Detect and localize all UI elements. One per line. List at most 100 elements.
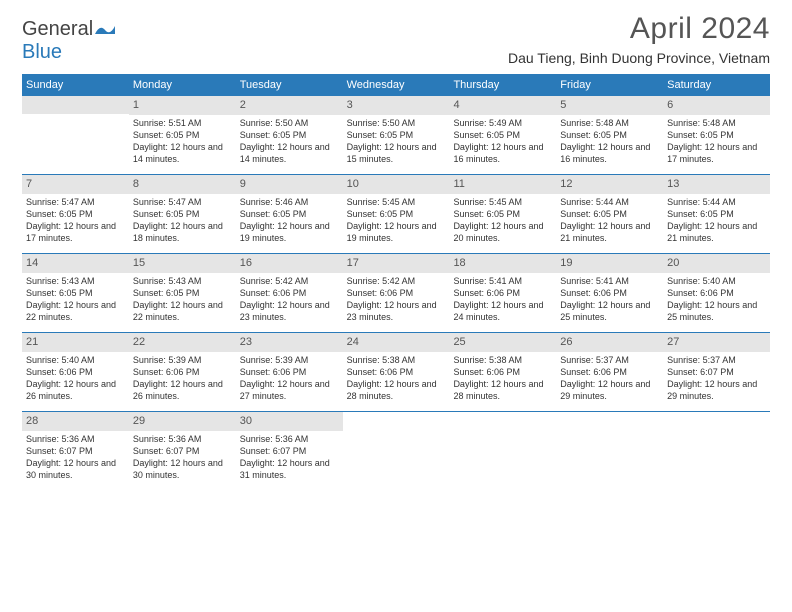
day-header: Monday xyxy=(129,74,236,96)
day-header-row: SundayMondayTuesdayWednesdayThursdayFrid… xyxy=(22,74,770,96)
day-details: Sunrise: 5:44 AMSunset: 6:05 PMDaylight:… xyxy=(560,196,659,245)
day-number: 9 xyxy=(236,175,343,194)
day-details: Sunrise: 5:50 AMSunset: 6:05 PMDaylight:… xyxy=(347,117,446,166)
day-details: Sunrise: 5:45 AMSunset: 6:05 PMDaylight:… xyxy=(453,196,552,245)
day-details: Sunrise: 5:39 AMSunset: 6:06 PMDaylight:… xyxy=(240,354,339,403)
day-details: Sunrise: 5:46 AMSunset: 6:05 PMDaylight:… xyxy=(240,196,339,245)
day-header: Sunday xyxy=(22,74,129,96)
header-row: GeneralBlue April 2024 Dau Tieng, Binh D… xyxy=(22,12,770,66)
day-cell xyxy=(22,96,129,174)
day-details: Sunrise: 5:36 AMSunset: 6:07 PMDaylight:… xyxy=(133,433,232,482)
day-details: Sunrise: 5:43 AMSunset: 6:05 PMDaylight:… xyxy=(26,275,125,324)
day-number: 11 xyxy=(449,175,556,194)
day-cell: 17Sunrise: 5:42 AMSunset: 6:06 PMDayligh… xyxy=(343,254,450,332)
day-number xyxy=(22,96,129,114)
day-number: 7 xyxy=(22,175,129,194)
day-cell: 2 Sunrise: 5:50 AMSunset: 6:05 PMDaylight… xyxy=(236,96,343,174)
day-number: 28 xyxy=(22,412,129,431)
day-cell: 7 Sunrise: 5:47 AMSunset: 6:05 PMDaylight… xyxy=(22,175,129,253)
day-number: 2 xyxy=(236,96,343,115)
day-number: 18 xyxy=(449,254,556,273)
day-number: 22 xyxy=(129,333,236,352)
day-number: 6 xyxy=(663,96,770,115)
day-number: 20 xyxy=(663,254,770,273)
day-number: 12 xyxy=(556,175,663,194)
day-details: Sunrise: 5:47 AMSunset: 6:05 PMDaylight:… xyxy=(26,196,125,245)
day-header: Tuesday xyxy=(236,74,343,96)
day-cell: 29 Sunrise: 5:36 AMSunset: 6:07 PMDayligh… xyxy=(129,412,236,490)
day-header: Thursday xyxy=(449,74,556,96)
day-header: Wednesday xyxy=(343,74,450,96)
day-header: Friday xyxy=(556,74,663,96)
month-title: April 2024 xyxy=(508,12,770,46)
day-number: 29 xyxy=(129,412,236,431)
day-cell: 30 Sunrise: 5:36 AMSunset: 6:07 PMDayligh… xyxy=(236,412,343,490)
week-row: 21Sunrise: 5:40 AMSunset: 6:06 PMDayligh… xyxy=(22,332,770,411)
day-cell: 12 Sunrise: 5:44 AMSunset: 6:05 PMDayligh… xyxy=(556,175,663,253)
day-cell: 1 Sunrise: 5:51 AMSunset: 6:05 PMDaylight… xyxy=(129,96,236,174)
day-number: 19 xyxy=(556,254,663,273)
week-row: 14Sunrise: 5:43 AMSunset: 6:05 PMDayligh… xyxy=(22,253,770,332)
day-cell: 5Sunrise: 5:48 AMSunset: 6:05 PMDaylight… xyxy=(556,96,663,174)
week-row: 1 Sunrise: 5:51 AMSunset: 6:05 PMDaylight… xyxy=(22,96,770,174)
day-cell: 10Sunrise: 5:45 AMSunset: 6:05 PMDayligh… xyxy=(343,175,450,253)
logo-text: GeneralBlue xyxy=(22,18,116,64)
title-block: April 2024 Dau Tieng, Binh Duong Provinc… xyxy=(508,12,770,66)
calendar-grid: SundayMondayTuesdayWednesdayThursdayFrid… xyxy=(22,74,770,490)
day-details: Sunrise: 5:49 AMSunset: 6:05 PMDaylight:… xyxy=(453,117,552,166)
day-number: 14 xyxy=(22,254,129,273)
day-cell: 3Sunrise: 5:50 AMSunset: 6:05 PMDaylight… xyxy=(343,96,450,174)
day-cell: 11 Sunrise: 5:45 AMSunset: 6:05 PMDayligh… xyxy=(449,175,556,253)
logo-part2: Blue xyxy=(22,41,62,63)
day-cell: 23Sunrise: 5:39 AMSunset: 6:06 PMDayligh… xyxy=(236,333,343,411)
week-row: 28Sunrise: 5:36 AMSunset: 6:07 PMDayligh… xyxy=(22,411,770,490)
day-details: Sunrise: 5:37 AMSunset: 6:07 PMDaylight:… xyxy=(667,354,766,403)
day-number: 16 xyxy=(236,254,343,273)
day-cell xyxy=(343,412,450,490)
weeks-container: 1 Sunrise: 5:51 AMSunset: 6:05 PMDaylight… xyxy=(22,96,770,490)
week-row: 7Sunrise: 5:47 AMSunset: 6:05 PMDaylight… xyxy=(22,174,770,253)
day-details: Sunrise: 5:36 AMSunset: 6:07 PMDaylight:… xyxy=(26,433,125,482)
day-number: 13 xyxy=(663,175,770,194)
day-cell xyxy=(449,412,556,490)
day-details: Sunrise: 5:50 AMSunset: 6:05 PMDaylight:… xyxy=(240,117,339,166)
day-header: Saturday xyxy=(663,74,770,96)
day-cell: 27 Sunrise: 5:37 AMSunset: 6:07 PMDayligh… xyxy=(663,333,770,411)
day-number: 15 xyxy=(129,254,236,273)
day-cell xyxy=(556,412,663,490)
day-details: Sunrise: 5:40 AMSunset: 6:06 PMDaylight:… xyxy=(26,354,125,403)
day-details: Sunrise: 5:47 AMSunset: 6:05 PMDaylight:… xyxy=(133,196,232,245)
day-cell: 22 Sunrise: 5:39 AMSunset: 6:06 PMDayligh… xyxy=(129,333,236,411)
day-details: Sunrise: 5:39 AMSunset: 6:06 PMDaylight:… xyxy=(133,354,232,403)
day-number: 24 xyxy=(343,333,450,352)
day-cell: 14 Sunrise: 5:43 AMSunset: 6:05 PMDayligh… xyxy=(22,254,129,332)
day-details: Sunrise: 5:41 AMSunset: 6:06 PMDaylight:… xyxy=(560,275,659,324)
day-cell: 19 Sunrise: 5:41 AMSunset: 6:06 PMDayligh… xyxy=(556,254,663,332)
day-cell: 25 Sunrise: 5:38 AMSunset: 6:06 PMDayligh… xyxy=(449,333,556,411)
day-cell: 15 Sunrise: 5:43 AMSunset: 6:05 PMDayligh… xyxy=(129,254,236,332)
day-details: Sunrise: 5:36 AMSunset: 6:07 PMDaylight:… xyxy=(240,433,339,482)
day-number: 25 xyxy=(449,333,556,352)
wave-icon xyxy=(95,22,115,36)
day-details: Sunrise: 5:43 AMSunset: 6:05 PMDaylight:… xyxy=(133,275,232,324)
calendar-page: GeneralBlue April 2024 Dau Tieng, Binh D… xyxy=(0,0,792,490)
location-text: Dau Tieng, Binh Duong Province, Vietnam xyxy=(508,50,770,66)
day-cell: 20Sunrise: 5:40 AMSunset: 6:06 PMDayligh… xyxy=(663,254,770,332)
day-cell: 24 Sunrise: 5:38 AMSunset: 6:06 PMDayligh… xyxy=(343,333,450,411)
day-number: 26 xyxy=(556,333,663,352)
day-number: 10 xyxy=(343,175,450,194)
day-number: 1 xyxy=(129,96,236,115)
day-details: Sunrise: 5:37 AMSunset: 6:06 PMDaylight:… xyxy=(560,354,659,403)
day-number: 30 xyxy=(236,412,343,431)
day-cell: 16Sunrise: 5:42 AMSunset: 6:06 PMDayligh… xyxy=(236,254,343,332)
day-cell: 6Sunrise: 5:48 AMSunset: 6:05 PMDaylight… xyxy=(663,96,770,174)
day-number: 17 xyxy=(343,254,450,273)
day-details: Sunrise: 5:38 AMSunset: 6:06 PMDaylight:… xyxy=(453,354,552,403)
day-details: Sunrise: 5:38 AMSunset: 6:06 PMDaylight:… xyxy=(347,354,446,403)
day-cell: 21Sunrise: 5:40 AMSunset: 6:06 PMDayligh… xyxy=(22,333,129,411)
day-number: 27 xyxy=(663,333,770,352)
day-cell: 26 Sunrise: 5:37 AMSunset: 6:06 PMDayligh… xyxy=(556,333,663,411)
day-details: Sunrise: 5:51 AMSunset: 6:05 PMDaylight:… xyxy=(133,117,232,166)
day-cell: 18Sunrise: 5:41 AMSunset: 6:06 PMDayligh… xyxy=(449,254,556,332)
day-cell: 8Sunrise: 5:47 AMSunset: 6:05 PMDaylight… xyxy=(129,175,236,253)
